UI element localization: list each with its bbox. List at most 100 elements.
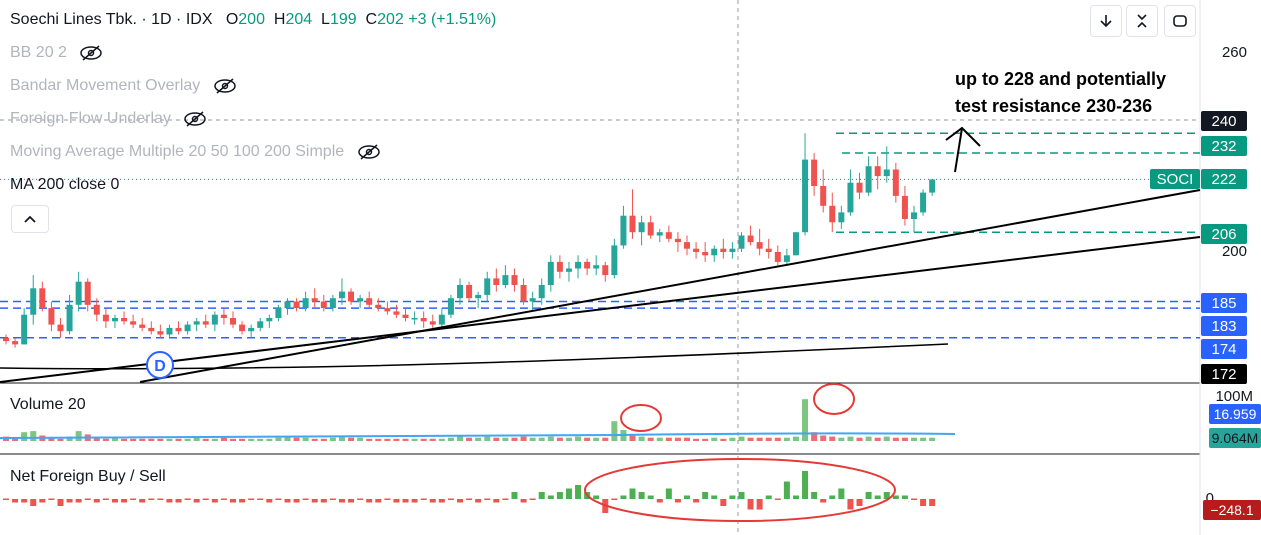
candle-body xyxy=(729,248,736,252)
volume-ma-line xyxy=(0,432,956,439)
indicator-label: BB 20 2 xyxy=(10,44,67,61)
foreign-bar xyxy=(865,492,872,499)
last-price-tag: 222 xyxy=(1201,169,1247,189)
collapse-pane-button[interactable] xyxy=(1126,5,1158,37)
volume-bar xyxy=(375,438,382,441)
close-label: C xyxy=(365,11,378,28)
foreign-bar xyxy=(792,495,799,499)
volume-bar xyxy=(484,436,491,441)
low-value: 199 xyxy=(329,11,357,28)
foreign-pane-title: Net Foreign Buy / Sell xyxy=(10,468,166,485)
candle-body xyxy=(665,232,672,239)
foreign-bar xyxy=(411,499,418,503)
foreign-bar xyxy=(230,499,236,503)
volume-bar xyxy=(929,437,936,441)
candle-body xyxy=(429,321,436,325)
volume-bar xyxy=(338,436,345,441)
candle-body xyxy=(629,215,636,233)
foreign-bar xyxy=(211,499,218,503)
volume-bar xyxy=(66,436,73,441)
indicator-ma200[interactable]: MA 200 close 0 xyxy=(10,176,119,194)
volume-bar xyxy=(75,431,82,441)
foreign-bar xyxy=(338,499,345,503)
foreign-bar xyxy=(484,498,491,500)
volume-bar xyxy=(883,436,890,441)
volume-bar xyxy=(920,437,927,441)
volume-bar xyxy=(584,437,591,441)
indicator-bb[interactable]: BB 20 2 xyxy=(10,44,103,62)
eye-hidden-icon[interactable] xyxy=(357,144,381,160)
foreign-bar xyxy=(565,488,572,499)
candle-body xyxy=(338,291,345,299)
volume-bar xyxy=(429,438,436,441)
candle-body xyxy=(547,261,554,285)
candle-body xyxy=(175,327,182,332)
foreign-bar xyxy=(529,498,536,500)
volume-bar xyxy=(911,437,917,441)
volume-bar xyxy=(275,437,282,441)
volume-bar xyxy=(57,438,64,441)
candle-body xyxy=(239,324,246,332)
volume-pane-title: Volume 20 xyxy=(10,396,86,413)
dividend-marker xyxy=(146,351,174,379)
volume-bar xyxy=(402,438,409,441)
foreign-bar xyxy=(720,499,727,506)
annotation-arrow-head xyxy=(945,126,981,147)
candle-body xyxy=(529,298,536,302)
candle-body xyxy=(284,301,291,309)
symbol-title: Soechi Lines Tbk. xyxy=(10,11,137,28)
candle-body xyxy=(457,285,463,299)
candle-body xyxy=(620,215,627,246)
candle-body xyxy=(193,321,200,325)
foreign-bar xyxy=(393,499,400,503)
move-down-button[interactable] xyxy=(1090,5,1122,37)
candle-body xyxy=(3,337,9,342)
foreign-bar xyxy=(538,492,545,499)
foreign-bar xyxy=(620,495,627,499)
foreign-bar xyxy=(121,499,128,503)
volume-bar xyxy=(166,438,173,441)
foreign-bar xyxy=(375,499,382,503)
foreign-bar xyxy=(665,488,672,499)
volume-bar xyxy=(230,438,236,441)
volume-bar xyxy=(802,399,809,441)
candle-body xyxy=(693,248,700,252)
candle-body xyxy=(402,314,409,318)
foreign-bar xyxy=(638,492,645,499)
candle-body xyxy=(420,318,427,322)
trendline-upper xyxy=(139,189,1201,383)
eye-hidden-icon[interactable] xyxy=(79,45,103,61)
foreign-bar xyxy=(811,492,818,499)
analysis-annotation[interactable]: up to 228 and potentially test resistanc… xyxy=(955,66,1166,120)
foreign-bar xyxy=(765,495,772,499)
volume-bar xyxy=(420,438,427,441)
foreign-bar xyxy=(30,499,37,506)
volume-bar xyxy=(702,438,709,441)
candle-body xyxy=(656,232,663,236)
maximize-pane-button[interactable] xyxy=(1164,5,1196,37)
indicator-bandar[interactable]: Bandar Movement Overlay xyxy=(10,77,237,95)
foreign-bar xyxy=(175,499,182,503)
level-layer xyxy=(0,132,1200,339)
candle-body xyxy=(811,159,818,186)
ma200-line xyxy=(0,343,949,370)
open-value: 200 xyxy=(238,11,265,28)
eye-hidden-icon[interactable] xyxy=(183,111,207,127)
volume-bar xyxy=(366,438,373,441)
ohlc-legend: Soechi Lines Tbk. · 1D · IDX O200 H204 L… xyxy=(10,11,496,29)
foreign-bar xyxy=(829,495,836,499)
candle-body xyxy=(783,255,790,262)
candle-body xyxy=(311,298,318,302)
collapse-legend-button[interactable] xyxy=(11,205,49,233)
indicator-ma-multiple[interactable]: Moving Average Multiple 20 50 100 200 Si… xyxy=(10,143,381,161)
candle-body xyxy=(139,324,146,328)
price-tag-206: 206 xyxy=(1201,224,1247,244)
foreign-bar xyxy=(220,498,227,500)
candle-body xyxy=(366,298,373,305)
foreign-bar xyxy=(166,499,173,503)
candle-body xyxy=(820,186,827,206)
indicator-foreign-flow[interactable]: Foreign Flow Underlay xyxy=(10,110,207,128)
foreign-bar xyxy=(202,498,209,500)
eye-hidden-icon[interactable] xyxy=(213,78,237,94)
